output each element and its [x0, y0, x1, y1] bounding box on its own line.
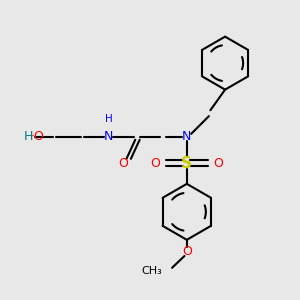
- Text: ·O: ·O: [31, 130, 45, 143]
- Text: CH₃: CH₃: [141, 266, 162, 276]
- Text: O: O: [118, 157, 128, 170]
- Text: N: N: [182, 130, 191, 143]
- Text: O: O: [150, 157, 160, 170]
- Text: N: N: [104, 130, 113, 143]
- Text: O: O: [214, 157, 224, 170]
- Text: S: S: [181, 156, 192, 171]
- Text: H: H: [23, 130, 33, 143]
- Text: O: O: [182, 245, 192, 258]
- Text: H: H: [105, 114, 113, 124]
